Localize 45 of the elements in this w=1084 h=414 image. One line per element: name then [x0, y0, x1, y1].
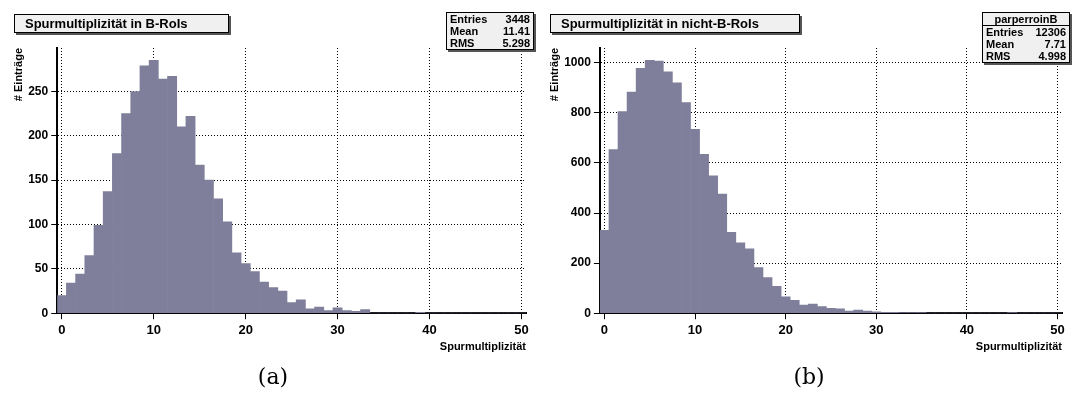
x-tick-label: 50 [514, 321, 529, 337]
x-tick-label: 40 [422, 321, 437, 337]
text: Mean [450, 25, 479, 37]
text: Entries [450, 13, 488, 25]
x-tick-label: 20 [238, 321, 253, 337]
chart-title: Spurmultiplizität in nicht-B-RoIs [550, 14, 800, 33]
y-tick-label: 0 [584, 305, 592, 320]
x-axis-title: Spurmultiplizität [975, 340, 1063, 353]
x-tick-label: 0 [58, 321, 66, 337]
x-axis-title: Spurmultiplizität [439, 340, 527, 353]
y-tick-label: 50 [34, 261, 49, 276]
annotation: RMS [986, 50, 1011, 62]
text: (b) [792, 364, 826, 389]
x-tick-label: 50 [1050, 321, 1065, 337]
y-tick-label: 1000 [564, 55, 592, 70]
text: 12306 [1035, 26, 1066, 38]
y-tick-label: 400 [570, 205, 592, 220]
y-tick-label: 250 [28, 83, 49, 98]
annotation: 5.298 [502, 37, 530, 49]
text: 3448 [505, 13, 530, 25]
text: parperroinB [983, 13, 1069, 26]
text: 11.41 [503, 25, 530, 37]
y-axis-title: # Einträge [11, 48, 24, 102]
annotation: 4.998 [1038, 50, 1066, 62]
y-tick-label: 200 [28, 128, 49, 143]
chart-title: Spurmultiplizität in B-RoIs [14, 14, 229, 33]
y-tick-label: 100 [28, 216, 49, 231]
annotation: Mean [986, 38, 1015, 50]
y-axis-title: # Einträge [547, 48, 560, 102]
y-tick-label: 600 [570, 155, 592, 170]
text: Entries [986, 26, 1024, 38]
text: (a) [256, 364, 290, 389]
annotation: RMS [450, 37, 475, 49]
x-tick-label: 10 [146, 321, 161, 337]
x-tick-label: 20 [778, 321, 793, 337]
y-tick-label: 150 [28, 172, 49, 187]
x-tick-label: 30 [869, 321, 884, 337]
x-tick-label: 10 [687, 321, 703, 337]
annotation: 7.71 [1044, 38, 1066, 50]
x-tick-label: 0 [600, 321, 609, 337]
x-tick-label: 30 [330, 321, 345, 337]
y-tick-label: 800 [570, 105, 592, 120]
y-tick-label: 0 [41, 305, 49, 320]
x-tick-label: 40 [959, 321, 975, 337]
y-tick-label: 200 [570, 255, 592, 270]
